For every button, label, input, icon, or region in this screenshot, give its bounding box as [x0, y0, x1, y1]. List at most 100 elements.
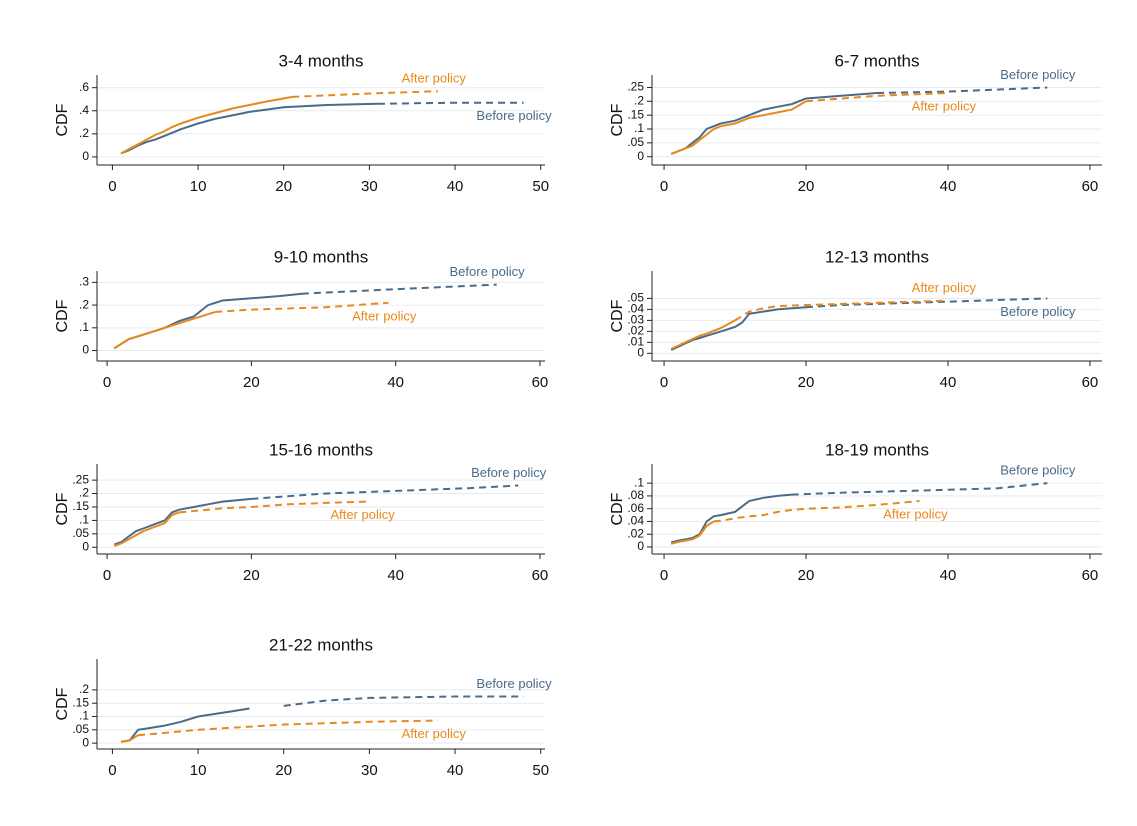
series-label: After policy — [402, 71, 467, 86]
x-tick-label: 30 — [361, 178, 378, 195]
x-tick-label: 20 — [243, 567, 260, 584]
x-tick-label: 60 — [1082, 374, 1099, 391]
y-tick-label: 0 — [82, 149, 89, 163]
x-tick-label: 20 — [275, 178, 292, 195]
y-tick-label: .25 — [627, 80, 644, 94]
y-tick-label: .15 — [72, 499, 89, 513]
x-tick-label: 10 — [190, 178, 207, 195]
dashed-line — [713, 500, 920, 523]
x-tick-label: 40 — [447, 178, 464, 195]
panel-title: 9-10 months — [274, 247, 369, 266]
y-tick-label: .2 — [79, 682, 89, 696]
y-tick-label: 0 — [637, 539, 644, 553]
series-label: After policy — [402, 726, 467, 741]
x-tick-label: 40 — [387, 567, 404, 584]
x-tick-label: 10 — [190, 762, 207, 779]
solid-line — [670, 520, 715, 545]
series-label: After policy — [912, 98, 977, 113]
solid-line — [120, 707, 250, 743]
y-tick-label: .02 — [627, 526, 644, 540]
series-label: Before policy — [471, 465, 547, 480]
dashed-line — [791, 482, 1048, 496]
y-axis-label: CDF — [609, 103, 626, 136]
y-tick-label: .4 — [79, 103, 89, 117]
x-tick-label: 20 — [243, 374, 260, 391]
y-tick-label: .1 — [79, 709, 89, 723]
solid-line — [120, 102, 379, 155]
panel-title: 15-16 months — [269, 440, 373, 459]
x-tick-label: 0 — [103, 374, 111, 391]
solid-line — [670, 100, 807, 155]
solid-line — [670, 306, 807, 351]
x-tick-label: 0 — [108, 178, 116, 195]
y-tick-label: 0 — [82, 735, 89, 749]
series-label: Before policy — [1000, 67, 1076, 82]
panel-title: 21-22 months — [269, 635, 373, 654]
y-tick-label: .04 — [627, 302, 644, 316]
x-tick-label: 40 — [940, 374, 957, 391]
y-tick-label: .1 — [79, 320, 89, 334]
y-axis-label: CDF — [609, 299, 626, 332]
x-tick-label: 50 — [532, 762, 549, 779]
x-tick-label: 0 — [660, 178, 668, 195]
series-label: After policy — [912, 280, 977, 295]
dashed-line — [301, 283, 497, 295]
y-tick-label: .03 — [627, 313, 644, 327]
panel-title: 12-13 months — [825, 247, 929, 266]
dashed-line — [283, 695, 524, 707]
y-axis-label: CDF — [609, 492, 626, 525]
y-tick-label: .05 — [72, 722, 89, 736]
solid-line — [113, 310, 216, 350]
solid-line — [670, 319, 736, 350]
x-tick-label: 20 — [275, 762, 292, 779]
x-tick-label: 60 — [1082, 567, 1099, 584]
y-tick-label: .1 — [634, 475, 644, 489]
x-tick-label: 60 — [532, 374, 549, 391]
solid-line — [113, 511, 180, 547]
x-tick-label: 20 — [798, 178, 815, 195]
y-tick-label: .05 — [627, 135, 644, 149]
y-tick-label: .15 — [627, 107, 644, 121]
dashed-line — [876, 86, 1048, 94]
x-tick-label: 20 — [798, 374, 815, 391]
x-tick-label: 40 — [447, 762, 464, 779]
x-tick-label: 20 — [798, 567, 815, 584]
x-tick-label: 40 — [387, 374, 404, 391]
solid-line — [113, 292, 303, 350]
dashed-line — [805, 92, 949, 103]
y-tick-label: .08 — [627, 488, 644, 502]
x-tick-label: 30 — [361, 762, 378, 779]
x-tick-label: 0 — [108, 762, 116, 779]
dashed-line — [179, 500, 367, 514]
panel-title: 18-19 months — [825, 440, 929, 459]
y-axis-label: CDF — [54, 687, 71, 720]
x-tick-label: 0 — [660, 567, 668, 584]
panel-title: 3-4 months — [278, 51, 363, 70]
series-label: Before policy — [1000, 304, 1076, 319]
y-tick-label: 0 — [637, 149, 644, 163]
y-tick-label: 0 — [637, 345, 644, 359]
solid-line — [670, 92, 878, 155]
dashed-line — [377, 101, 524, 105]
y-tick-label: .15 — [72, 695, 89, 709]
dashed-line — [251, 484, 519, 500]
y-tick-label: .05 — [627, 291, 644, 305]
y-axis-label: CDF — [54, 492, 71, 525]
x-tick-label: 0 — [103, 567, 111, 584]
y-tick-label: .1 — [79, 513, 89, 527]
series-label: Before policy — [476, 108, 552, 123]
solid-line — [113, 497, 252, 546]
series-label: Before policy — [476, 676, 552, 691]
x-tick-label: 40 — [940, 178, 957, 195]
dashed-line — [138, 719, 438, 737]
y-tick-label: .02 — [627, 324, 644, 338]
x-tick-label: 60 — [1082, 178, 1099, 195]
y-tick-label: .2 — [79, 297, 89, 311]
y-tick-label: .25 — [72, 472, 89, 486]
y-tick-label: .05 — [72, 526, 89, 540]
solid-line — [670, 493, 792, 544]
panel-title: 6-7 months — [834, 51, 919, 70]
series-label: Before policy — [1000, 463, 1076, 478]
solid-line — [120, 95, 293, 155]
